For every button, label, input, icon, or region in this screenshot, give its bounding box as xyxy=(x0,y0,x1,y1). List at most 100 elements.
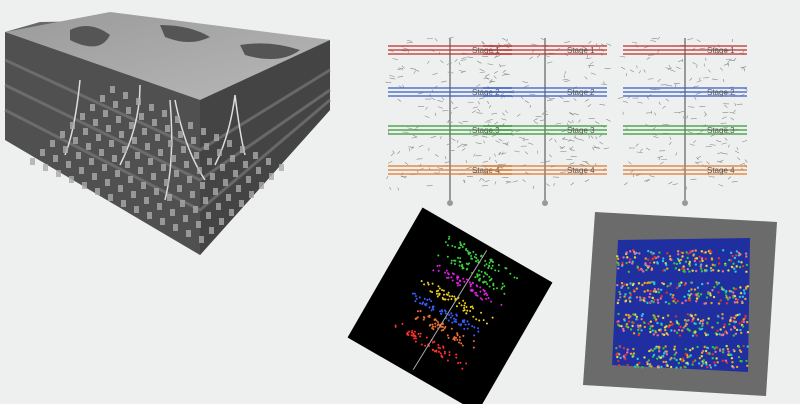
event xyxy=(674,267,678,270)
event xyxy=(676,321,679,325)
fracture xyxy=(735,150,740,154)
event xyxy=(636,363,639,366)
event xyxy=(676,257,680,261)
event xyxy=(722,288,725,292)
event xyxy=(446,272,449,275)
event xyxy=(679,366,683,369)
event xyxy=(746,345,749,348)
event xyxy=(483,289,486,292)
event xyxy=(463,307,466,310)
event xyxy=(652,300,655,304)
fracture xyxy=(564,80,570,83)
event xyxy=(739,328,742,332)
fracture xyxy=(589,61,594,65)
frac-stage xyxy=(116,116,121,123)
frac-stage xyxy=(112,155,117,162)
event xyxy=(491,260,494,263)
event xyxy=(706,365,709,369)
event xyxy=(711,263,715,267)
event xyxy=(473,256,476,259)
event xyxy=(668,284,672,287)
event xyxy=(685,251,688,254)
event xyxy=(419,310,422,313)
event xyxy=(678,261,682,265)
event xyxy=(624,313,628,317)
event xyxy=(476,285,479,288)
frac-stage xyxy=(168,140,173,147)
event xyxy=(641,366,644,369)
fracture xyxy=(417,170,419,174)
event xyxy=(651,296,655,300)
event xyxy=(707,317,710,320)
event xyxy=(675,331,679,335)
event xyxy=(652,353,656,357)
event xyxy=(472,340,475,343)
fracture xyxy=(460,59,467,61)
event xyxy=(688,270,691,273)
event xyxy=(456,284,459,287)
fracture xyxy=(472,134,479,137)
event xyxy=(461,267,464,270)
fracture xyxy=(476,84,481,87)
fracture xyxy=(524,151,529,155)
event xyxy=(711,345,714,349)
event xyxy=(704,349,708,353)
event xyxy=(710,269,713,272)
event xyxy=(687,319,690,322)
event xyxy=(645,268,648,272)
event xyxy=(708,352,711,356)
event xyxy=(728,296,731,299)
fracture xyxy=(432,72,438,76)
event xyxy=(458,279,461,282)
frac-stage xyxy=(186,230,191,237)
event xyxy=(662,282,665,286)
fracture xyxy=(392,150,395,154)
event xyxy=(687,293,690,296)
event xyxy=(621,261,624,264)
event xyxy=(663,326,667,329)
fracture xyxy=(573,97,577,102)
fracture xyxy=(660,84,667,86)
event xyxy=(432,328,435,331)
frac-stage xyxy=(129,122,134,129)
event xyxy=(740,320,744,323)
fracture xyxy=(461,56,467,59)
event xyxy=(625,261,628,265)
fracture xyxy=(437,100,443,102)
event xyxy=(725,361,729,364)
frac-stage xyxy=(239,200,244,207)
fracture xyxy=(489,80,496,82)
event xyxy=(665,291,668,294)
event xyxy=(436,295,439,298)
event xyxy=(459,242,462,245)
fracture xyxy=(564,71,566,75)
event xyxy=(463,309,466,312)
event xyxy=(455,314,458,317)
event xyxy=(676,250,680,253)
event xyxy=(453,295,456,298)
event xyxy=(745,255,748,258)
event xyxy=(484,259,487,262)
event xyxy=(711,326,714,329)
fracture xyxy=(502,112,505,116)
event xyxy=(467,263,470,266)
fracture xyxy=(636,151,643,153)
event xyxy=(684,322,688,325)
frac-stage xyxy=(128,176,133,183)
event xyxy=(462,320,465,323)
fracture xyxy=(521,96,524,100)
event xyxy=(656,298,659,302)
event xyxy=(641,283,644,287)
event xyxy=(436,264,439,267)
event xyxy=(619,292,622,296)
event xyxy=(411,329,414,332)
frac-stage xyxy=(229,209,234,216)
event xyxy=(476,274,479,277)
stage-label: Stage 3 xyxy=(567,126,595,135)
event xyxy=(419,335,422,338)
event xyxy=(741,295,745,298)
fracture xyxy=(678,59,684,62)
fracture xyxy=(502,69,507,73)
fracture xyxy=(622,100,628,103)
volume-view xyxy=(583,212,777,396)
